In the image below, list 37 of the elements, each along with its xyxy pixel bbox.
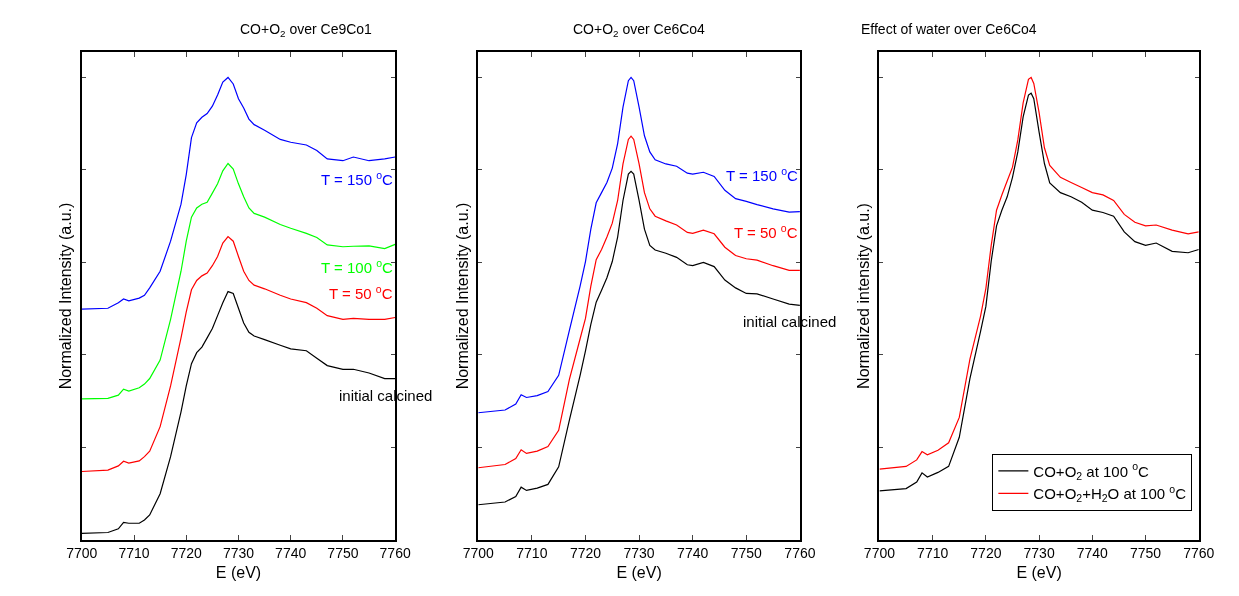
series-label: T = 50 $^{o}$C (734, 222, 798, 242)
x-tick-label: 7710 (917, 545, 949, 562)
series-label: T = 150 $^{o}$C (321, 169, 394, 189)
x-tick-label: 7700 (863, 545, 896, 562)
x-tick-label: 7740 (677, 545, 709, 562)
x-tick-label: 7730 (1023, 545, 1055, 562)
series-label: T = 50 $^{o}$C (329, 283, 393, 303)
x-tick-label: 7720 (970, 545, 1002, 562)
x-tick-label: 7720 (170, 545, 203, 562)
x-tick-label: 7700 (462, 545, 495, 562)
x-tick-label: 7760 (379, 545, 411, 562)
x-tick-label: 7730 (623, 545, 655, 562)
x-axis-title: E (eV) (215, 563, 262, 581)
y-axis-title: Normalized Intensity (a.u.) (57, 202, 75, 390)
legend-label: CO+O$_{2}$ at 100 $^{o}$C (1033, 460, 1150, 482)
x-axis-title: E (eV) (1016, 563, 1062, 581)
x-tick-label: 7710 (516, 545, 548, 562)
x-tick-label: 7760 (784, 545, 816, 562)
x-tick-label: 7750 (730, 545, 763, 562)
x-tick-label: 7740 (1076, 545, 1109, 562)
legend-label: CO+O$_{2}$+H$_{2}$O at 100 $^{o}$C (1033, 482, 1187, 505)
x-tick-label: 7720 (569, 545, 602, 562)
y-axis-title: Normalized Intensity (a.u.) (453, 202, 471, 390)
series-label: T = 100 $^{o}$C (321, 257, 394, 277)
x-tick-label: 7750 (1129, 545, 1162, 562)
y-axis-title: Normalized intensity (a.u.) (855, 203, 873, 389)
chart-title: CO+O$_{2}$ over Ce6Co4 (573, 21, 706, 39)
x-tick-label: 7710 (118, 545, 150, 562)
x-tick-label: 7750 (327, 545, 359, 562)
x-tick-label: 7740 (275, 545, 307, 562)
series-label: T = 150 $^{o}$C (726, 165, 799, 185)
x-tick-label: 7700 (66, 545, 98, 562)
chart-title: CO+O$_{2}$ over Ce9Co1 (240, 21, 373, 39)
chart-title: Effect of water over Ce6Co4 (861, 21, 1037, 37)
x-tick-label: 7760 (1183, 545, 1215, 562)
x-tick-label: 7730 (222, 545, 255, 562)
x-axis-title: E (eV) (616, 563, 662, 581)
